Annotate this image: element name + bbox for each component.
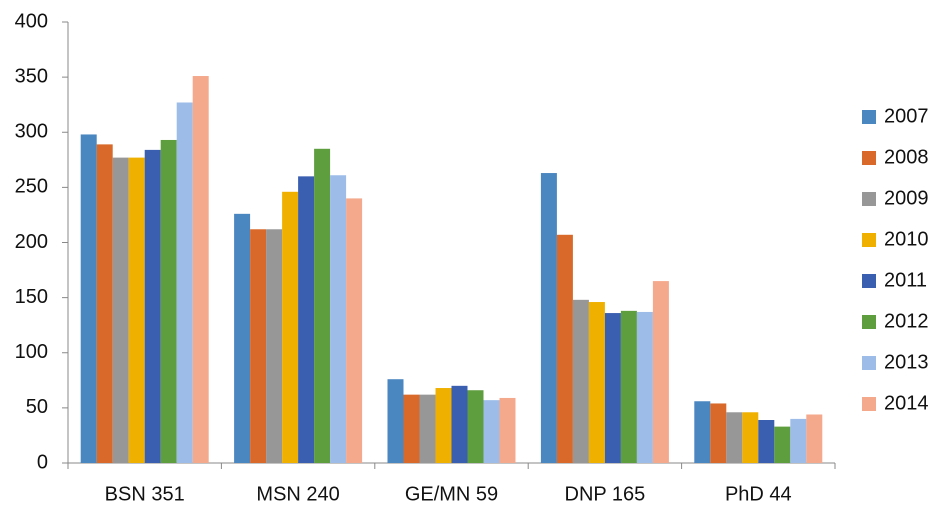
bar xyxy=(128,157,145,464)
y-tick-label: 350 xyxy=(15,65,48,87)
bar xyxy=(483,400,500,463)
bar xyxy=(112,157,129,464)
legend-label: 2007 xyxy=(884,105,929,127)
bar xyxy=(556,234,573,463)
bar xyxy=(419,394,436,463)
bar xyxy=(790,418,807,463)
bar xyxy=(499,397,516,463)
bar xyxy=(266,229,283,463)
x-tick-label: GE/MN 59 xyxy=(405,483,498,505)
bar xyxy=(604,313,621,463)
bar xyxy=(250,229,267,463)
bar xyxy=(387,379,404,463)
x-tick-label: BSN 351 xyxy=(105,483,185,505)
legend-label: 2012 xyxy=(884,310,929,332)
y-tick-label: 250 xyxy=(15,176,48,198)
bar xyxy=(588,302,605,463)
bar xyxy=(282,191,299,463)
x-tick-label: PhD 44 xyxy=(725,483,792,505)
x-tick-label: MSN 240 xyxy=(256,483,339,505)
bar xyxy=(572,299,589,463)
bar xyxy=(620,310,637,463)
bar xyxy=(806,414,823,463)
bar xyxy=(467,390,484,463)
bar xyxy=(652,281,669,463)
y-tick-label: 200 xyxy=(15,231,48,253)
bar xyxy=(346,198,363,463)
legend-label: 2013 xyxy=(884,351,929,373)
y-tick-label: 50 xyxy=(26,396,48,418)
bar xyxy=(192,76,209,464)
bar xyxy=(742,412,759,463)
bar xyxy=(80,134,97,463)
legend-swatch xyxy=(862,110,876,124)
legend-swatch xyxy=(862,397,876,411)
y-tick-label: 300 xyxy=(15,121,48,143)
legend-swatch xyxy=(862,274,876,288)
bar xyxy=(234,213,251,463)
bar xyxy=(176,102,193,464)
legend-swatch xyxy=(862,356,876,370)
bar xyxy=(435,388,452,463)
x-tick-label: DNP 165 xyxy=(565,483,646,505)
legend-swatch xyxy=(862,315,876,329)
y-tick-label: 400 xyxy=(15,10,48,32)
bar xyxy=(540,173,557,464)
bar xyxy=(314,148,331,463)
y-tick-label: 150 xyxy=(15,286,48,308)
legend-label: 2010 xyxy=(884,228,929,250)
bar xyxy=(694,401,711,463)
y-tick-label: 0 xyxy=(37,451,48,473)
bar xyxy=(160,139,177,463)
legend-label: 2011 xyxy=(884,269,927,291)
legend-swatch xyxy=(862,233,876,247)
bar xyxy=(403,394,420,463)
bar xyxy=(330,175,347,463)
bar xyxy=(96,144,113,463)
legend-swatch xyxy=(862,151,876,165)
bar xyxy=(726,412,743,463)
bar xyxy=(298,176,315,463)
legend-label: 2008 xyxy=(884,146,929,168)
y-tick-label: 100 xyxy=(15,341,48,363)
bar xyxy=(636,311,653,463)
bar xyxy=(451,385,468,463)
bar xyxy=(710,403,727,463)
bar xyxy=(144,149,161,463)
legend-swatch xyxy=(862,192,876,206)
bar xyxy=(758,420,775,463)
legend-label: 2014 xyxy=(884,392,929,414)
legend-label: 2009 xyxy=(884,187,929,209)
bar xyxy=(774,426,791,463)
